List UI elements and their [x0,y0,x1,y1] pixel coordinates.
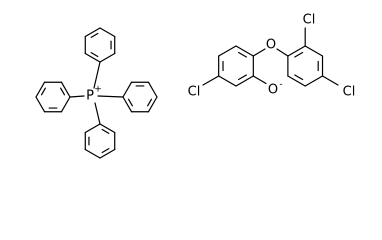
bond [94,102,101,125]
bond [60,81,71,98]
bond [287,75,306,87]
bond [84,123,101,134]
bond [252,75,267,85]
bond [235,45,254,57]
bond [97,95,124,98]
negative-charge: - [279,80,282,90]
bond [99,148,116,159]
bond [235,75,254,87]
bond [294,51,304,58]
bond [40,87,46,96]
bond [93,61,101,89]
bond [237,51,247,58]
bond [202,75,220,86]
bond [294,74,304,81]
bond [35,96,46,113]
chlorine-atom: Cl [188,85,201,100]
bond [60,87,66,96]
bond [218,45,237,57]
bond [69,95,85,98]
bonds [35,27,339,159]
bond [90,52,99,58]
bond [287,45,306,57]
bond [99,27,116,38]
bond [147,81,158,98]
positive-charge: + [94,85,102,95]
phosphorus-atom: P [86,89,94,104]
bond [84,27,101,38]
structure-diagram: P + O O - Cl Cl Cl [35,13,356,159]
bond [237,74,247,81]
bond [122,81,133,98]
bond [84,52,101,63]
bond [84,148,101,159]
oxide-oxygen: O [268,83,278,98]
bond [101,128,110,134]
bond [90,32,99,38]
bond [60,96,71,113]
bond [99,123,116,134]
bond [218,75,237,87]
bond [304,75,324,87]
bond [99,52,116,63]
bond [101,148,110,154]
bond [147,98,153,107]
chlorine-atom: Cl [303,13,316,28]
bond [276,48,289,57]
bond [147,96,158,113]
bond [321,75,339,86]
chlorine-atom: Cl [343,85,356,100]
bridge-oxygen: O [266,38,276,53]
bond [304,45,324,57]
bond [127,98,133,107]
bond [35,81,46,98]
bond [122,96,133,113]
bond [252,48,266,57]
